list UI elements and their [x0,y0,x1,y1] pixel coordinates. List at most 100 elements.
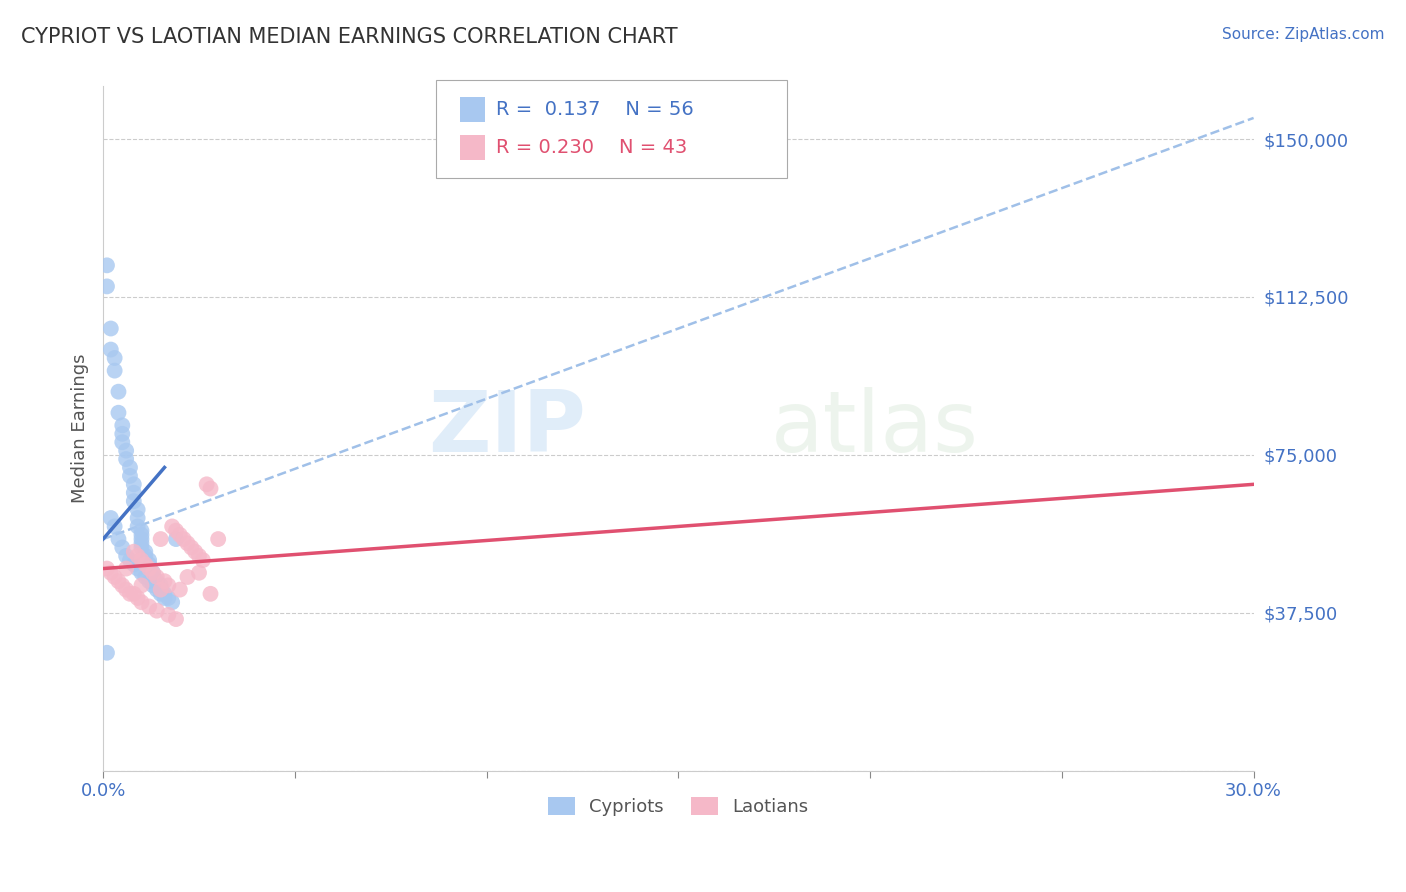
Point [107,574,129,589]
Point [200,482,222,496]
Point [149,587,172,601]
Point [127,502,149,516]
Point [142,578,165,592]
Point [96,646,118,660]
Y-axis label: Median Earnings: Median Earnings [72,354,89,503]
Point [165,524,187,538]
Point [111,418,134,433]
Point [157,578,180,592]
Point [118,553,141,567]
Point [169,582,191,597]
Point [138,561,160,575]
Point [160,595,183,609]
Text: atlas: atlas [770,387,979,470]
Point [195,477,218,491]
Point [142,566,165,580]
Point [146,570,169,584]
Point [131,524,153,538]
Text: R =  0.137    N = 56: R = 0.137 N = 56 [496,100,695,120]
Point [115,549,138,563]
Point [111,426,134,441]
Point [122,558,145,572]
Point [100,511,122,525]
Point [165,612,187,626]
Point [96,279,118,293]
Point [131,566,153,580]
Point [122,485,145,500]
Point [138,599,160,614]
Point [149,582,172,597]
Point [118,460,141,475]
Point [122,545,145,559]
Point [176,570,198,584]
Point [100,566,122,580]
Point [107,406,129,420]
Point [118,469,141,483]
Point [138,574,160,589]
Point [104,519,127,533]
Point [146,574,169,589]
Point [122,494,145,508]
Point [142,570,165,584]
Point [115,582,138,597]
Point [134,545,156,559]
Point [118,587,141,601]
Point [131,541,153,555]
Point [207,532,229,546]
Point [131,536,153,550]
Point [127,561,149,575]
Point [146,604,169,618]
Point [176,536,198,550]
Point [138,553,160,567]
Point [111,541,134,555]
Text: R = 0.230    N = 43: R = 0.230 N = 43 [496,137,688,157]
Point [134,549,156,563]
Point [138,561,160,575]
Point [149,578,172,592]
Point [138,558,160,572]
Point [173,532,195,546]
Point [127,591,149,605]
Point [191,553,214,567]
Point [149,582,172,597]
Point [115,561,138,575]
Point [157,591,180,605]
Point [157,607,180,622]
Point [146,582,169,597]
Legend: Cypriots, Laotians: Cypriots, Laotians [541,789,815,823]
Point [165,532,187,546]
Point [188,566,211,580]
Point [153,587,176,601]
Point [122,477,145,491]
Point [96,258,118,272]
Point [115,443,138,458]
Point [131,578,153,592]
Point [111,435,134,450]
Point [127,549,149,563]
Point [184,545,207,559]
Point [131,532,153,546]
Point [131,553,153,567]
Point [169,528,191,542]
Point [100,321,122,335]
Point [160,519,183,533]
Point [153,591,176,605]
Text: ZIP: ZIP [429,387,586,470]
Point [104,570,127,584]
Point [104,363,127,377]
Point [153,574,176,589]
Point [107,532,129,546]
Point [127,519,149,533]
Point [180,541,202,555]
Point [200,587,222,601]
Point [142,566,165,580]
Point [131,595,153,609]
Point [96,561,118,575]
Point [131,528,153,542]
Point [127,511,149,525]
Point [149,532,172,546]
Point [107,384,129,399]
Point [104,351,127,365]
Point [122,587,145,601]
Text: CYPRIOT VS LAOTIAN MEDIAN EARNINGS CORRELATION CHART: CYPRIOT VS LAOTIAN MEDIAN EARNINGS CORRE… [21,27,678,46]
